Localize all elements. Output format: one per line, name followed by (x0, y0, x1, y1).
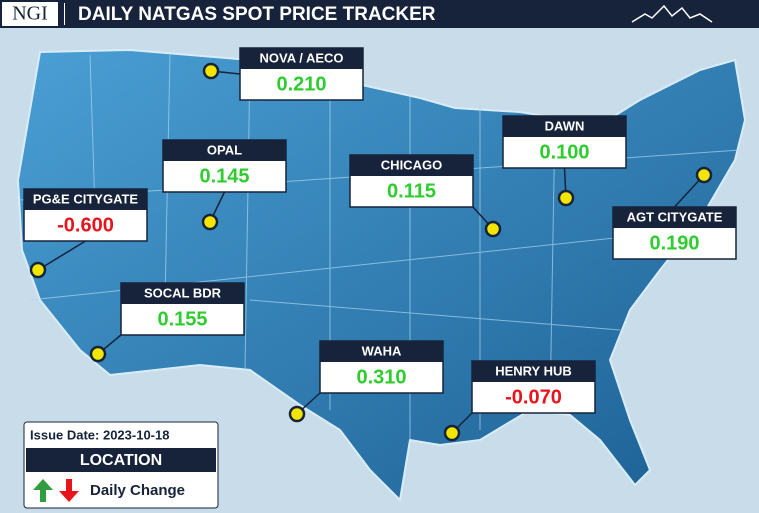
location-name: OPAL (207, 142, 242, 157)
daily-change-value: 0.210 (276, 73, 326, 95)
label-header (24, 189, 147, 210)
label-header (503, 116, 626, 137)
location-pin (695, 166, 713, 184)
daily-change-value: 0.310 (356, 366, 406, 388)
location-name: DAWN (545, 118, 585, 133)
location-pin (201, 213, 219, 231)
down-arrow (59, 479, 79, 502)
legend: Issue Date: 2023-10-18 LOCATION Daily Ch… (23, 421, 219, 509)
location-name: WAHA (362, 343, 402, 358)
location-pin (288, 405, 306, 423)
label-header (121, 283, 244, 304)
location-name: NOVA / AECO (259, 50, 343, 65)
location-name: AGT CITYGATE (627, 209, 723, 224)
legend-header (26, 448, 216, 472)
label-header (472, 361, 595, 382)
locations: NOVA / AECO 0.210 OPAL 0.145 PG&E CITYGATE -0… (23, 47, 737, 442)
daily-change-value: 0.115 (387, 180, 436, 202)
daily-change-value: -0.070 (505, 386, 562, 408)
label-header (163, 140, 286, 161)
location-pin (484, 220, 502, 238)
mountain-icon (631, 4, 713, 23)
logo: NGI (12, 3, 48, 25)
daily-change-value: 0.145 (199, 165, 249, 187)
label-header (240, 48, 363, 69)
location-pin (29, 261, 47, 279)
header-bar (0, 0, 759, 28)
logo-box (2, 2, 58, 26)
label-header (320, 341, 443, 362)
label-header (613, 207, 736, 228)
location-pin (89, 345, 107, 363)
daily-change-value: 0.155 (157, 308, 207, 330)
daily-change: Daily Change (90, 482, 185, 499)
divider (64, 3, 65, 25)
location-pin (202, 62, 220, 80)
location-pin (557, 189, 575, 207)
issue-date: Issue Date: 2023-10-18 (30, 427, 169, 442)
location-name: CHICAGO (381, 157, 442, 172)
daily-change-value: 0.100 (539, 141, 589, 163)
up-arrow (33, 479, 53, 502)
location-name: PG&E CITYGATE (33, 191, 139, 206)
label-header (350, 155, 473, 176)
legend-location: LOCATION (80, 452, 162, 469)
location-name: SOCAL BDR (144, 285, 222, 300)
location-name: HENRY HUB (495, 363, 572, 378)
title: DAILY NATGAS SPOT PRICE TRACKER (78, 4, 436, 25)
location-pin (443, 424, 461, 442)
leader-line (37, 240, 86, 271)
daily-change-value: -0.600 (57, 214, 114, 236)
daily-change-value: 0.190 (649, 232, 699, 254)
